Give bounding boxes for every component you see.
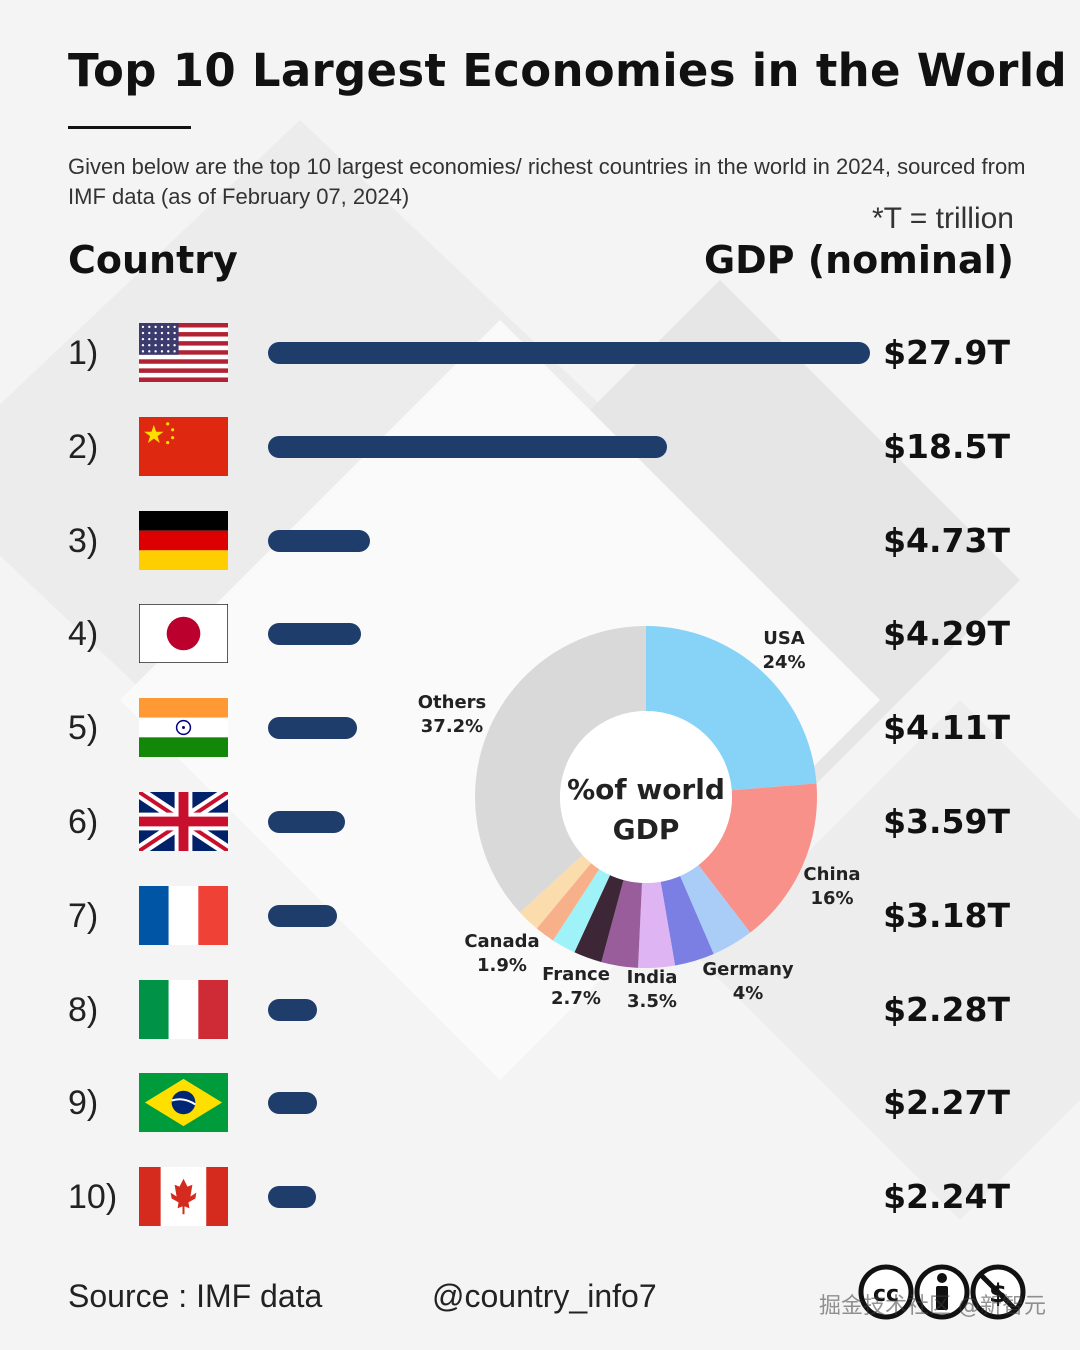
flag-france-icon [139, 885, 228, 945]
gdp-bar [268, 623, 361, 646]
social-handle: @country_info7 [432, 1278, 657, 1314]
rank-label: 9) [68, 1084, 99, 1123]
slice-name-label: Germany [702, 959, 794, 980]
flag-italy-icon [139, 979, 228, 1039]
gdp-value-label: $2.27T [883, 1083, 1010, 1123]
donut-center-label: GDP [613, 813, 680, 846]
rank-label: 10) [68, 1178, 118, 1217]
flag-uk-icon [139, 792, 228, 851]
rank-label: 3) [68, 521, 99, 560]
rank-label: 4) [68, 615, 99, 654]
rank-label: 5) [68, 709, 99, 748]
gdp-value-label: $3.18T [883, 895, 1010, 935]
attribution-icon [914, 1264, 970, 1320]
gdp-bar [268, 1092, 317, 1115]
rank-label: 1) [68, 334, 99, 372]
slice-name-label: Canada [464, 931, 539, 952]
slice-percent-label: 24% [762, 652, 805, 673]
donut-center [560, 711, 732, 883]
gdp-bar [268, 435, 668, 458]
slice-percent-label: 4% [733, 983, 764, 1004]
donut-slice [519, 855, 592, 929]
country-column-header: Country [68, 238, 238, 282]
slice-percent-label: 3.5% [627, 991, 677, 1012]
watermark: 掘金技术社区 @新智元 [819, 1294, 1046, 1319]
gdp-value-label: $18.5T [883, 426, 1010, 466]
donut-slice-canada [536, 863, 600, 941]
slice-name-label: India [627, 967, 678, 988]
donut-slice [601, 880, 642, 968]
gdp-bar [268, 1186, 317, 1209]
svg-text:cc: cc [873, 1282, 899, 1307]
donut-slice-usa [646, 626, 817, 791]
gdp-bar [268, 998, 318, 1021]
donut-slice-others [475, 626, 646, 913]
slice-name-label: USA [763, 628, 805, 649]
slice-name-label: China [803, 864, 860, 885]
flag-canada-icon [139, 1167, 228, 1227]
slice-name-label: Others [418, 692, 487, 713]
gdp-bar [268, 342, 870, 364]
flag-usa-icon [139, 323, 228, 382]
gdp-value-label: $2.28T [883, 989, 1010, 1029]
gdp-bar [268, 811, 346, 833]
flag-germany-icon [139, 510, 228, 570]
page-title: Top 10 Largest Economies in the World [68, 44, 1068, 97]
gdp-column-header: GDP (nominal) [703, 238, 1014, 282]
flag-india-icon [139, 698, 228, 758]
flag-japan-icon [139, 604, 228, 664]
slice-percent-label: 2.7% [551, 988, 601, 1009]
subtitle: Given below are the top 10 largest econo… [68, 154, 1026, 209]
gdp-value-label: $4.29T [883, 614, 1010, 654]
gdp-value-label: $4.73T [883, 520, 1010, 560]
donut-slice-france [574, 875, 624, 963]
slice-percent-label: 1.9% [477, 955, 527, 976]
gdp-bar [268, 529, 371, 552]
rank-label: 8) [68, 990, 99, 1029]
gdp-value-label: $3.59T [883, 802, 1010, 841]
license-icons: cc $ [858, 1264, 1026, 1320]
flag-brazil-icon [139, 1073, 228, 1133]
title-underline [68, 126, 191, 129]
noncommercial-icon: $ [970, 1264, 1026, 1320]
gdp-value-label: $4.11T [883, 708, 1010, 748]
flag-china-icon [139, 416, 228, 476]
unit-note: *T = trillion [871, 202, 1014, 235]
rank-label: 6) [68, 803, 99, 841]
donut-slice [553, 869, 610, 953]
gdp-bar [268, 717, 357, 740]
gdp-bar [268, 904, 337, 927]
rank-label: 7) [68, 896, 99, 935]
slice-percent-label: 37.2% [421, 716, 483, 737]
rank-label: 2) [68, 427, 99, 466]
donut-slice-germany [680, 865, 751, 955]
source-credit: Source : IMF data [68, 1278, 323, 1314]
slice-name-label: France [542, 964, 610, 985]
gdp-value-label: $2.24T [883, 1177, 1010, 1217]
cc-icon: cc [858, 1264, 914, 1320]
donut-slice-india [638, 881, 676, 968]
donut-slice [660, 875, 714, 966]
donut-slice-china [698, 783, 817, 933]
donut-center-label: %of world [567, 773, 725, 806]
gdp-value-label: $27.9T [883, 333, 1010, 372]
slice-percent-label: 16% [810, 888, 853, 909]
